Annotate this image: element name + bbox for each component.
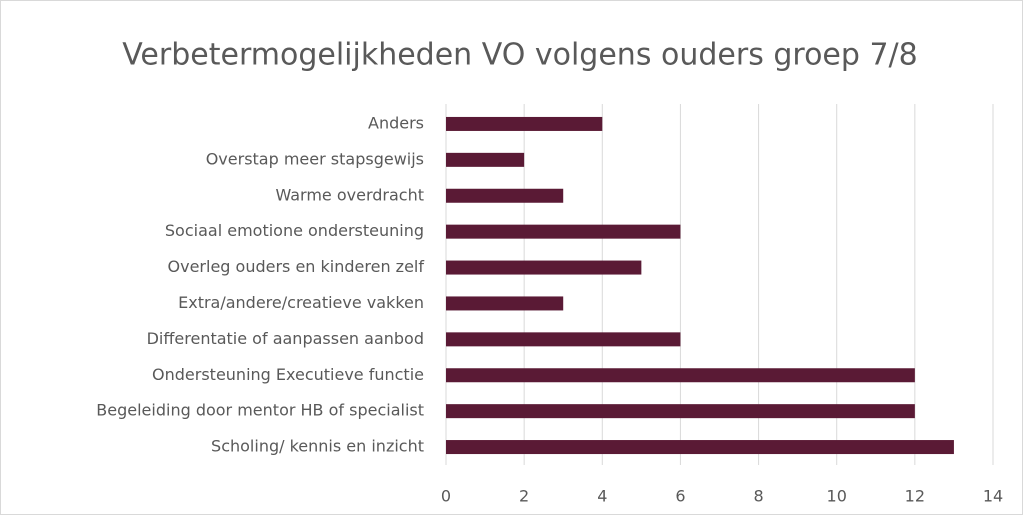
x-tick-label: 4 [597,487,607,506]
x-tick-label: 12 [905,487,925,506]
y-tick-label: Overstap meer stapsgewijs [206,149,424,168]
y-tick-label: Ondersteuning Executieve functie [152,365,424,384]
y-tick-label: Overleg ouders en kinderen zelf [168,257,425,276]
x-tick-label: 6 [675,487,685,506]
x-tick-label: 0 [441,487,451,506]
y-tick-label: Anders [368,113,424,132]
bar [446,296,564,311]
bar [446,188,564,203]
x-tick-label: 2 [519,487,529,506]
bar [446,332,681,347]
y-tick-label: Sociaal emotione ondersteuning [165,221,424,240]
x-tick-label: 8 [753,487,763,506]
chart-title: Verbetermogelijkheden VO volgens ouders … [122,38,918,73]
y-tick-label: Warme overdracht [275,185,424,204]
bar [446,224,681,239]
y-tick-label: Begeleiding door mentor HB of specialist [96,401,424,420]
y-tick-label: Scholing/ kennis en inzicht [211,437,424,456]
bar [446,116,603,131]
y-tick-label: Differentatie of aanpassen aanbod [147,329,424,348]
bar [446,404,915,419]
bar [446,152,525,167]
y-tick-label: Extra/andere/creatieve vakken [178,293,424,312]
bar [446,440,954,455]
bar [446,260,642,275]
x-tick-label: 10 [827,487,847,506]
x-tick-label: 14 [983,487,1003,506]
bar [446,368,915,383]
